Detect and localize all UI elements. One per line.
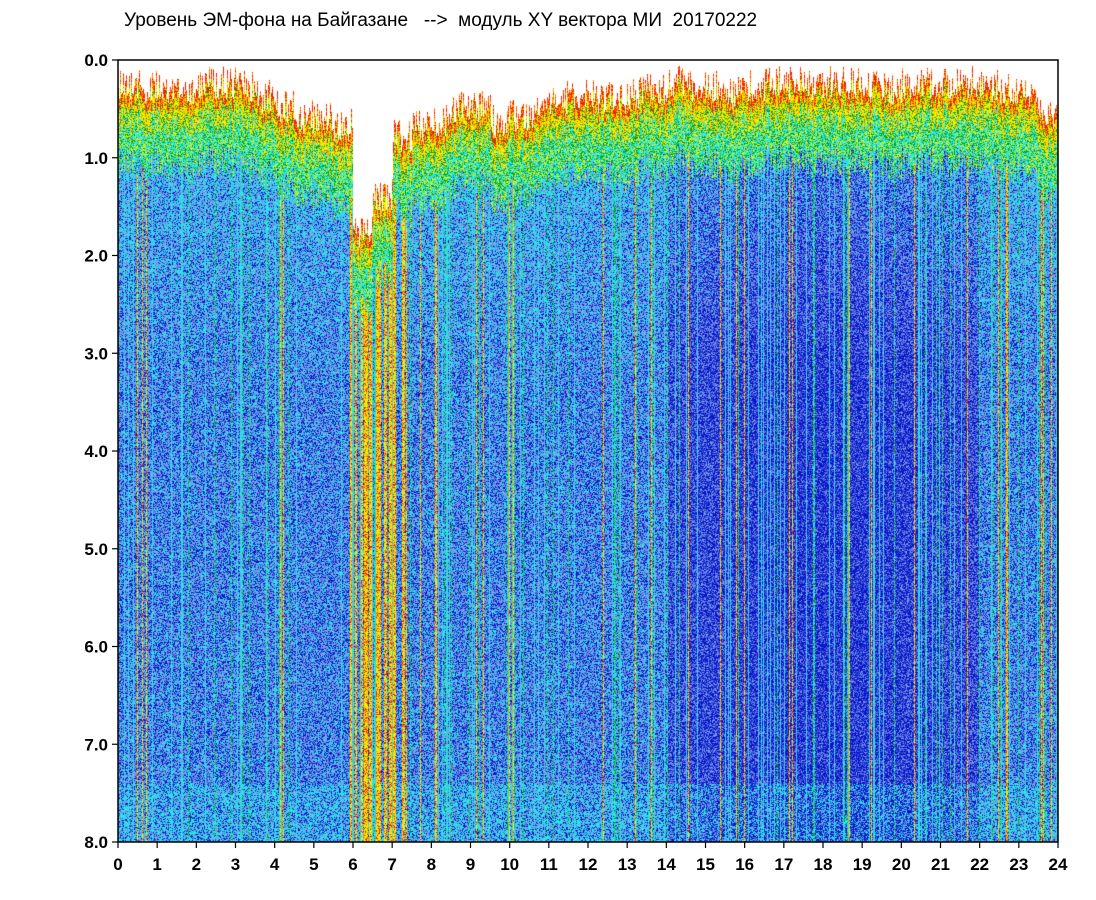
heatmap-image (118, 60, 1058, 842)
x-tick-label: 23 (1009, 855, 1028, 874)
chart-title: Уровень ЭМ-фона на Байгазане --> модуль … (124, 10, 758, 31)
x-tick-label: 17 (774, 855, 793, 874)
x-tick-label: 8 (427, 855, 436, 874)
x-tick-label: 15 (696, 855, 715, 874)
x-tick-label: 0 (113, 855, 122, 874)
x-tick-label: 24 (1049, 855, 1068, 874)
x-tick-label: 14 (657, 855, 676, 874)
y-tick-label: 4.0 (84, 442, 108, 461)
x-tick-label: 21 (931, 855, 950, 874)
y-tick-label: 0.0 (84, 51, 108, 70)
x-tick-label: 18 (814, 855, 833, 874)
y-tick-label: 3.0 (84, 344, 108, 363)
y-tick-label: 5.0 (84, 540, 108, 559)
y-tick-label: 1.0 (84, 149, 108, 168)
x-tick-label: 16 (735, 855, 754, 874)
y-tick-label: 7.0 (84, 735, 108, 754)
x-tick-label: 7 (387, 855, 396, 874)
x-tick-label: 4 (270, 855, 280, 874)
y-tick-label: 8.0 (84, 833, 108, 852)
plot-area (118, 60, 1058, 842)
x-tick-label: 22 (970, 855, 989, 874)
x-tick-label: 2 (192, 855, 201, 874)
x-tick-label: 20 (892, 855, 911, 874)
x-tick-label: 10 (500, 855, 519, 874)
x-tick-label: 3 (231, 855, 240, 874)
x-tick-label: 9 (466, 855, 475, 874)
x-tick-label: 13 (618, 855, 637, 874)
x-tick-label: 12 (579, 855, 598, 874)
x-tick-label: 19 (853, 855, 872, 874)
x-tick-label: 1 (152, 855, 161, 874)
x-tick-label: 5 (309, 855, 318, 874)
axes: 0 1 2 3 4 5 6 7 8 9 10 11 12 13 14 15 16 17 18 19 20 21 22 23 24… (84, 51, 1068, 874)
y-tick-label: 2.0 (84, 247, 108, 266)
x-tick-label: 6 (348, 855, 357, 874)
y-tick-label: 6.0 (84, 638, 108, 657)
x-tick-label: 11 (540, 855, 558, 874)
